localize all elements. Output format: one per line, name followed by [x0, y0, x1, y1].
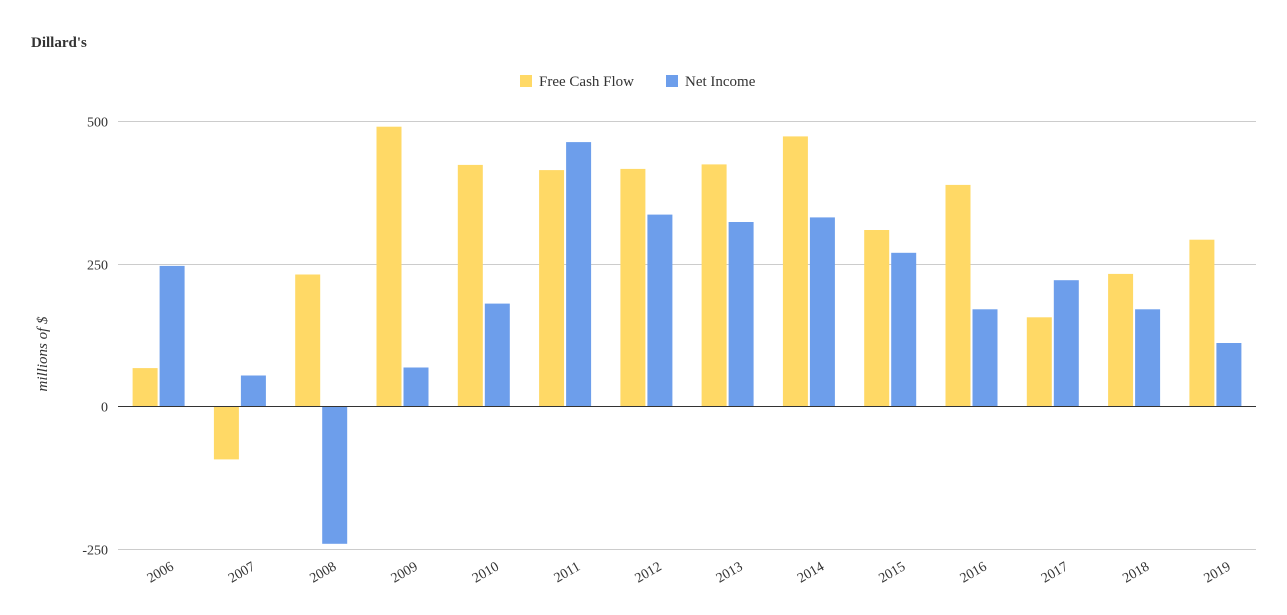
bar-net-income-2017	[1053, 280, 1079, 407]
bar-net-income-2016	[972, 309, 998, 407]
x-tick-label-2012: 2012	[633, 559, 665, 586]
bar-free-cash-flow-2018	[1108, 273, 1134, 407]
y-tick-label: 250	[87, 259, 108, 274]
x-tick-label-2014: 2014	[795, 559, 827, 586]
x-tick-label-2019: 2019	[1202, 559, 1234, 586]
bar-free-cash-flow-2010	[457, 164, 483, 407]
y-tick-label: 500	[87, 116, 108, 131]
bar-net-income-2013	[728, 222, 754, 407]
x-tick-label-2016: 2016	[958, 559, 990, 586]
x-tick-label-2007: 2007	[226, 559, 258, 586]
bar-free-cash-flow-2015	[864, 230, 890, 407]
bar-free-cash-flow-2013	[701, 164, 727, 407]
legend-label-net-income: Net Income	[685, 74, 756, 90]
bar-free-cash-flow-2007	[213, 406, 239, 460]
chart-title: Dillard's	[31, 35, 87, 51]
y-tick-label: -250	[82, 544, 108, 559]
x-tick-label-2006: 2006	[145, 559, 177, 586]
bar-net-income-2006	[159, 265, 185, 407]
x-tick-label-2009: 2009	[389, 559, 421, 586]
bar-free-cash-flow-2019	[1189, 239, 1215, 407]
x-tick-label-2015: 2015	[876, 559, 908, 586]
bars	[132, 126, 1242, 544]
legend-label-free-cash-flow: Free Cash Flow	[539, 74, 634, 90]
bar-net-income-2007	[240, 375, 266, 407]
bar-net-income-2015	[891, 252, 917, 407]
bar-net-income-2011	[566, 142, 592, 407]
bar-free-cash-flow-2014	[782, 136, 808, 407]
x-tick-label-2013: 2013	[714, 559, 746, 586]
x-tick-label-2008: 2008	[307, 559, 339, 586]
bar-free-cash-flow-2016	[945, 184, 971, 407]
bar-free-cash-flow-2012	[620, 168, 646, 407]
legend: Free Cash Flow Net Income	[520, 74, 756, 90]
x-tick-label-2017: 2017	[1039, 559, 1071, 586]
bar-net-income-2019	[1216, 343, 1242, 407]
bar-net-income-2009	[403, 367, 429, 407]
bar-net-income-2008	[322, 406, 348, 544]
gridlines	[118, 121, 1256, 550]
x-tick-label-2010: 2010	[470, 559, 502, 586]
bar-net-income-2010	[484, 303, 510, 407]
bar-net-income-2012	[647, 214, 673, 407]
bar-free-cash-flow-2008	[295, 274, 321, 407]
y-axis-ticks: -250 0 250 500	[82, 116, 108, 559]
bar-net-income-2014	[809, 217, 835, 407]
y-axis-label: millions of $	[35, 316, 51, 392]
x-axis-ticks: 2006 2007 2008 2009 2010 2011 2012 2013 2014 2015…	[145, 559, 1234, 586]
legend-swatch-free-cash-flow	[520, 75, 532, 87]
legend-swatch-net-income	[666, 75, 678, 87]
bar-free-cash-flow-2011	[539, 170, 565, 407]
x-tick-label-2011: 2011	[552, 559, 583, 586]
x-tick-label-2018: 2018	[1120, 559, 1152, 586]
bar-free-cash-flow-2017	[1026, 317, 1052, 407]
bar-free-cash-flow-2009	[376, 126, 402, 407]
bar-free-cash-flow-2006	[132, 368, 158, 407]
bar-net-income-2018	[1135, 309, 1161, 407]
y-tick-label: 0	[101, 401, 108, 416]
